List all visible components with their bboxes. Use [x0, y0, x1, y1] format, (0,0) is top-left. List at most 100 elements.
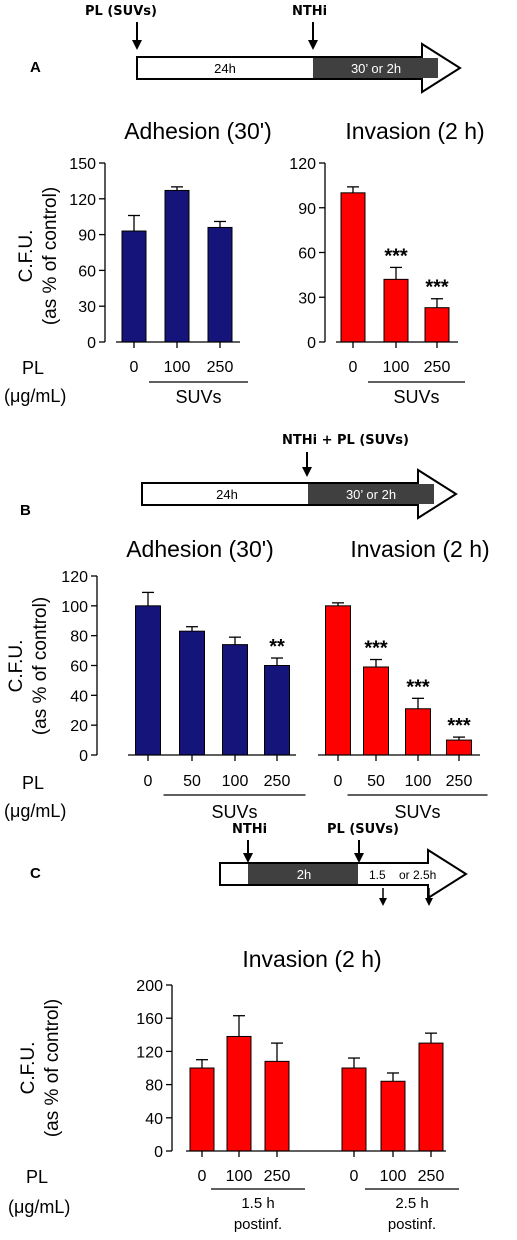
- c-invasion-x-tick-label: 250: [418, 1168, 445, 1185]
- ylabel-b-line2: (as % of control): [30, 597, 51, 735]
- timeline-a-dark-segment: [313, 58, 438, 78]
- b-y-tick-label: 60: [70, 659, 88, 676]
- chart-c-invasion: 0 40 80 120 160 200 0 100 250 0 100 250 1.5 h postinf…: [136, 978, 459, 1233]
- b-invasion-bar: [363, 666, 389, 756]
- a-adhesion-x-tick-label: 0: [130, 359, 139, 376]
- b-adhesion-x-tick-label: 250: [264, 773, 291, 790]
- timeline-c-sample1-head: [379, 898, 387, 906]
- timeline-a-arrow: [136, 42, 462, 94]
- c-invasion-x-tick-label: 250: [264, 1168, 291, 1185]
- c-invasion-y-tick-label: 40: [145, 1111, 163, 1128]
- b-adhesion-bar: [179, 630, 205, 756]
- timeline-c-sample2-head: [425, 898, 433, 906]
- timeline-b-seg2-label: 30’ or 2h: [346, 487, 396, 502]
- timeline-a-marker1-head: [132, 40, 142, 50]
- ylabel-a-line1: C.F.U.: [16, 230, 37, 283]
- a-invasion-y-tick-label: 0: [307, 335, 316, 352]
- b-adhesion-bar: [135, 605, 161, 756]
- c-invasion-group-label: 2.5 h: [395, 1195, 428, 1212]
- a-invasion-x-tick-label: 100: [383, 359, 410, 376]
- a-adhesion-bar: [121, 230, 147, 343]
- b-y-tick-label: 100: [61, 599, 88, 616]
- a-adhesion-y-tick-label: 120: [69, 192, 96, 209]
- panel-b: B 24h 30’ or 2h NTHi + PL (SUVs) Adhesio…: [4, 433, 490, 822]
- b-adhesion-significance: **: [269, 636, 285, 658]
- c-invasion-x-tick-label: 100: [226, 1168, 253, 1185]
- b-invasion-significance: ***: [447, 715, 471, 737]
- a-invasion-bar: [383, 278, 409, 343]
- chart-b2-title: Invasion (2 h): [350, 536, 489, 562]
- c-invasion-y-tick-label: 0: [154, 1144, 163, 1161]
- a-invasion-significance: ***: [384, 245, 408, 267]
- ylabel-a: C.F.U. (as % of control): [16, 187, 61, 325]
- a-invasion-bar: [424, 307, 450, 343]
- a-adhesion-y-tick-label: 30: [78, 299, 96, 316]
- ylabel-b: C.F.U. (as % of control): [6, 597, 51, 735]
- b-y-tick-label: 0: [79, 748, 88, 765]
- xprefix-c-line1: PL: [26, 1167, 48, 1187]
- c-invasion-y-tick-label: 200: [136, 978, 163, 995]
- c-invasion-y-tick-label: 160: [136, 1011, 163, 1028]
- a-adhesion-x-tick-label: 100: [164, 359, 191, 376]
- a-invasion-y-tick-label: 60: [298, 246, 316, 263]
- panel-c: C 2h 1.5 or 2.5h NTHi PL (SUVs) Invasion…: [8, 822, 468, 1233]
- b-invasion-bar: [325, 605, 351, 756]
- c-invasion-x-tick-label: 0: [198, 1168, 207, 1185]
- c-invasion-group-label: 1.5 h: [241, 1195, 274, 1212]
- chart-a1-title: Adhesion (30'): [124, 118, 272, 144]
- c-invasion-bar: [341, 1067, 367, 1152]
- a-adhesion-y-tick-label: 60: [78, 263, 96, 280]
- ylabel-c-line2: (as % of control): [42, 999, 63, 1137]
- c-invasion-x-tick-label: 0: [350, 1168, 359, 1185]
- b-invasion-x-tick-label: 100: [405, 773, 432, 790]
- panel-c-letter: C: [30, 865, 41, 882]
- b-y-tick-label: 20: [70, 718, 88, 735]
- b-invasion-significance: ***: [364, 638, 388, 660]
- timeline-a-seg2-label: 30’ or 2h: [351, 61, 401, 76]
- a-invasion-y-tick-label: 90: [298, 201, 316, 218]
- timeline-a-marker1-label: PL (SUVs): [85, 4, 157, 19]
- a-invasion-x-tick-label: 0: [349, 359, 358, 376]
- a-adhesion-y-tick-label: 150: [69, 156, 96, 173]
- timeline-b: 24h 30’ or 2h NTHi + PL (SUVs): [141, 433, 458, 520]
- c-invasion-bar: [226, 1035, 252, 1152]
- b-y-tick-label: 40: [70, 688, 88, 705]
- timeline-b-dark-segment: [308, 484, 434, 504]
- xprefix-a-line1: PL: [22, 358, 44, 378]
- xprefix-b-line1: PL: [22, 773, 44, 793]
- ylabel-c: C.F.U. (as % of control): [18, 999, 63, 1137]
- chart-a-adhesion: 0 30 60 90 120 150 0 100 250 SUVs: [69, 156, 248, 407]
- timeline-b-arrow: [141, 468, 458, 520]
- a-invasion-y-tick-label: 120: [289, 156, 316, 173]
- b-invasion-bar: [446, 739, 472, 756]
- a-invasion-y-tick-label: 30: [298, 290, 316, 307]
- panel-a-letter: A: [30, 59, 41, 76]
- timeline-c: 2h 1.5 or 2.5h NTHi PL (SUVs): [219, 822, 468, 906]
- b-invasion-x-tick-label: 50: [367, 773, 385, 790]
- a-invasion-bar: [340, 192, 366, 343]
- chart-a2-title: Invasion (2 h): [345, 118, 484, 144]
- a-adhesion-bar: [164, 189, 190, 343]
- c-invasion-bar: [189, 1067, 215, 1152]
- c-invasion-bar: [418, 1042, 444, 1152]
- c-invasion-y-tick-label: 80: [145, 1078, 163, 1095]
- timeline-c-marker2-head: [354, 853, 364, 863]
- timeline-b-marker1-head: [302, 467, 312, 477]
- b-invasion-group-label: SUVs: [394, 802, 440, 822]
- a-adhesion-y-tick-label: 0: [87, 335, 96, 352]
- a-adhesion-group-label: SUVs: [175, 387, 221, 407]
- timeline-a-marker2-label: NTHi: [292, 4, 327, 19]
- timeline-a-marker2-head: [308, 40, 318, 50]
- b-invasion-x-tick-label: 0: [334, 773, 343, 790]
- timeline-c-marker1-label: NTHi: [232, 822, 267, 837]
- a-adhesion-x-tick-label: 250: [207, 359, 234, 376]
- xprefix-b-line2: (μg/mL): [4, 801, 66, 821]
- timeline-c-seg1-label: 2h: [297, 867, 311, 882]
- xprefix-a-line2: (μg/mL): [4, 386, 66, 406]
- b-adhesion-group-label: SUVs: [211, 802, 257, 822]
- timeline-a-seg1-label: 24h: [214, 61, 236, 76]
- xprefix-c-line2: (μg/mL): [8, 1197, 70, 1217]
- b-adhesion-x-tick-label: 50: [183, 773, 201, 790]
- timeline-a: 24h 30’ or 2h PL (SUVs) NTHi: [85, 4, 462, 94]
